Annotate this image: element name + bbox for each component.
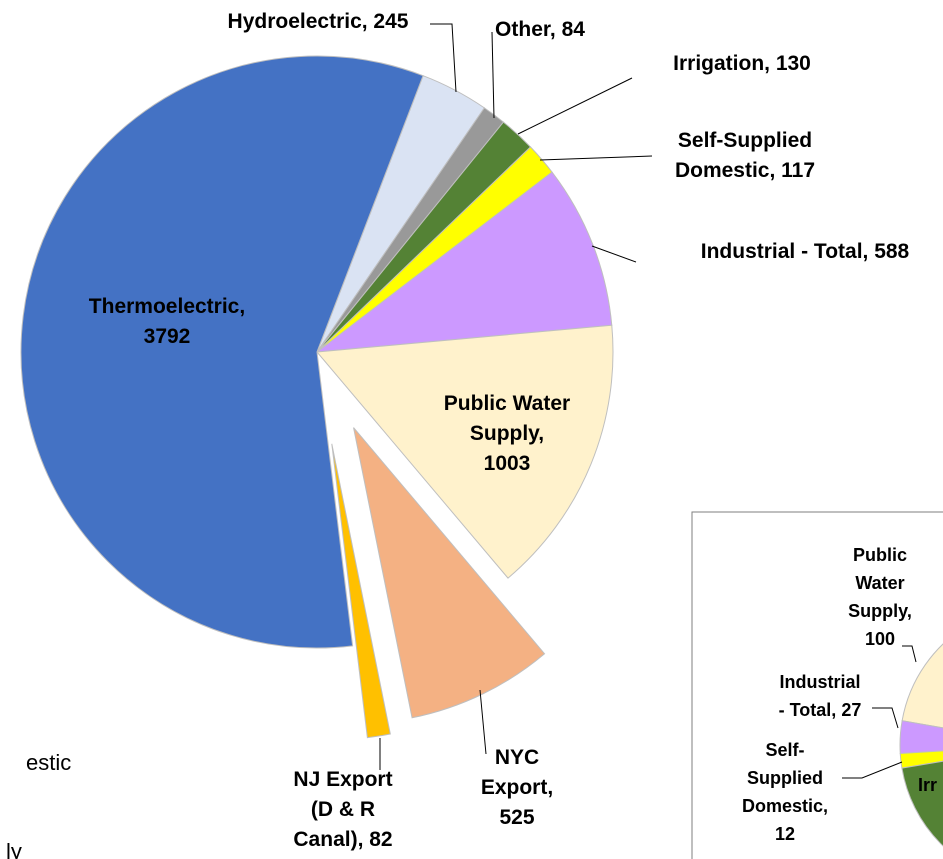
slice-label: Public Water Supply, 1003 bbox=[444, 392, 570, 475]
inset-frame bbox=[691, 511, 943, 859]
leader-line bbox=[430, 23, 457, 93]
slice-label: Industrial - Total, 27 bbox=[779, 672, 862, 720]
slice-label: Industrial - Total, 588 bbox=[701, 240, 910, 263]
leader-line bbox=[479, 689, 487, 755]
slice-label: Irrigation, 130 bbox=[673, 52, 811, 75]
slice-label: Other, 84 bbox=[495, 18, 585, 41]
pie-slice bbox=[20, 55, 424, 649]
pie-slice-rest bbox=[901, 760, 943, 847]
slice-label: Hydroelectric, 245 bbox=[228, 10, 409, 33]
pie-slice bbox=[315, 171, 613, 353]
slice-label-cut: Irr bbox=[918, 775, 937, 795]
leader-line bbox=[872, 707, 899, 729]
legend-fragment: ly bbox=[6, 839, 22, 859]
slice-label: Thermoelectric, 3792 bbox=[89, 295, 245, 348]
leader-line bbox=[517, 77, 633, 135]
pie-slice bbox=[315, 324, 614, 579]
slice-label: Self-Supplied Domestic, 117 bbox=[675, 129, 815, 182]
leader-line bbox=[591, 245, 637, 263]
leader-line bbox=[539, 155, 653, 161]
slice-label: Self-Supplied Domestic, 12 bbox=[742, 740, 828, 844]
pie-slice bbox=[353, 427, 546, 719]
slice-label: NJ Export (D & R Canal), 82 bbox=[293, 768, 392, 851]
leader-line bbox=[902, 645, 917, 663]
slice-label: Public Water Supply, 100 bbox=[848, 545, 912, 649]
leader-line bbox=[842, 761, 903, 779]
slice-label: NYC Export, 525 bbox=[481, 746, 553, 829]
pie-slice bbox=[901, 643, 943, 729]
pie-slice bbox=[331, 443, 391, 739]
legend-fragment: estic bbox=[26, 750, 71, 775]
leader-line bbox=[491, 31, 495, 119]
